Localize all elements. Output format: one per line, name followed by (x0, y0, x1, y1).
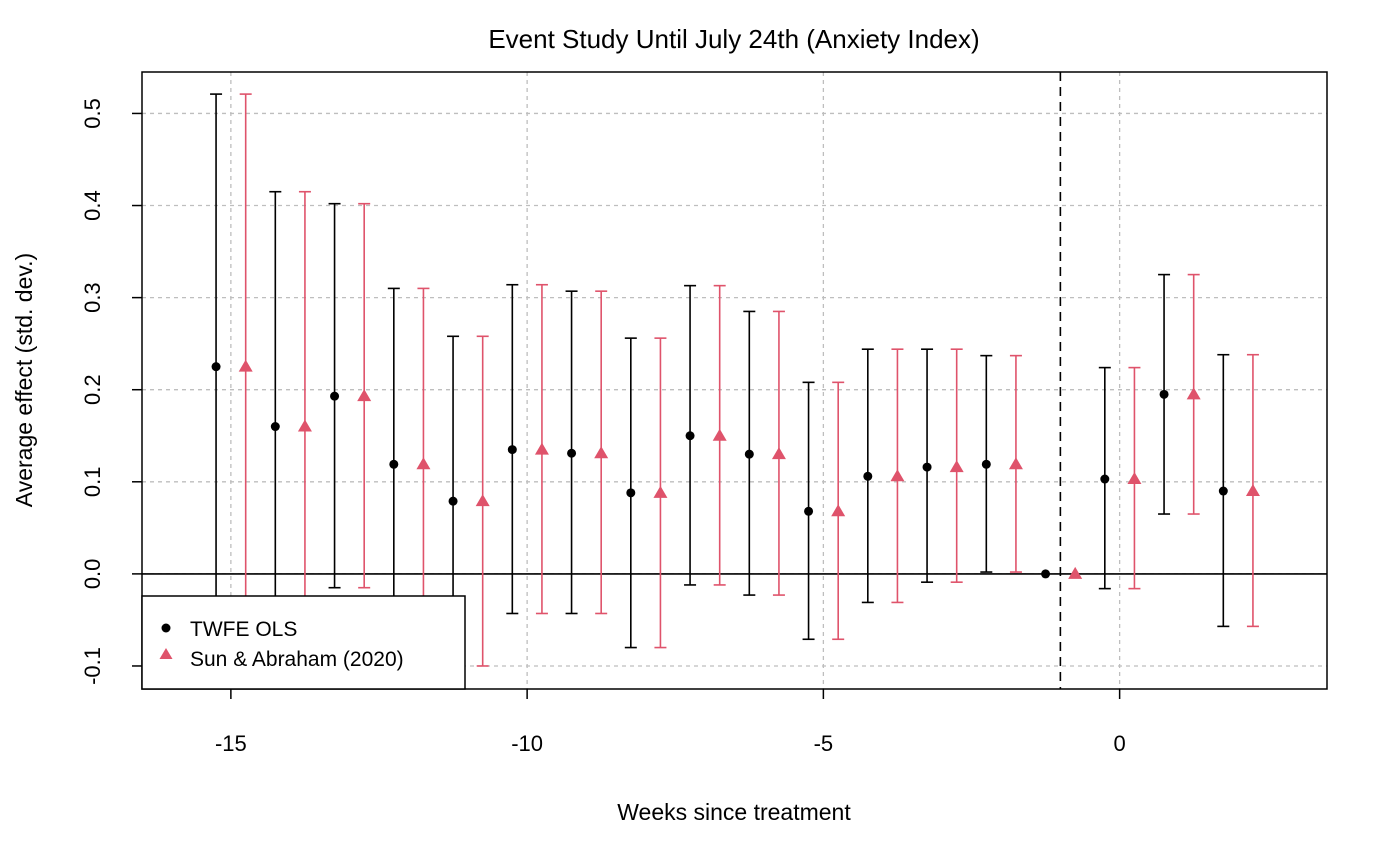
sun-abraham-point (1068, 566, 1083, 579)
sun-abraham-point (297, 419, 312, 432)
sun-abraham-point (238, 359, 253, 372)
twfe-point (270, 422, 280, 432)
y-tick-label: -0.1 (80, 647, 105, 685)
twfe-point (211, 362, 221, 372)
twfe-point (685, 431, 695, 441)
sun-abraham-point (712, 428, 727, 441)
plot-frame (141, 71, 1328, 690)
sun-abraham-point (653, 485, 668, 498)
twfe-point (1041, 569, 1051, 579)
x-axis-label: Weeks since treatment (617, 799, 851, 825)
legend-sun-abraham-marker (159, 648, 173, 659)
twfe-point (626, 488, 636, 498)
twfe-point (804, 506, 814, 516)
twfe-point (981, 459, 991, 469)
y-tick-label: 0.3 (80, 282, 105, 313)
sun-abraham-point (771, 447, 786, 460)
sun-abraham-point (831, 504, 846, 517)
legend-box (141, 595, 466, 690)
sun-abraham-point (416, 457, 431, 470)
twfe-point (1159, 389, 1169, 399)
legend-twfe-marker (161, 623, 171, 633)
y-tick-label: 0.2 (80, 374, 105, 405)
y-tick-label: 0.1 (80, 467, 105, 498)
twfe-point (863, 471, 873, 481)
x-tick-label: 0 (1114, 731, 1126, 756)
legend-sun-abraham-label: Sun & Abraham (2020) (190, 648, 404, 671)
y-axis-ticks: -0.1 0.0 0.1 0.2 0.3 0.4 0.5 (80, 98, 142, 685)
twfe-point (448, 496, 458, 506)
sun-abraham-point (475, 494, 490, 507)
twfe-point (744, 449, 754, 459)
twfe-point (1218, 486, 1228, 496)
sun-abraham-point (594, 446, 609, 459)
sun-abraham-point (1008, 457, 1023, 470)
y-tick-label: 0.4 (80, 190, 105, 221)
sun-abraham-point (890, 469, 905, 482)
sun-abraham-point (949, 460, 964, 473)
x-tick-label: -15 (215, 731, 247, 756)
twfe-point (922, 462, 932, 472)
y-tick-label: 0.5 (80, 98, 105, 129)
x-axis-ticks: -15 -10 -5 0 (215, 689, 1126, 756)
sun-abraham-point (357, 389, 372, 402)
sun-abraham-point (1186, 387, 1201, 400)
x-tick-label: -5 (814, 731, 834, 756)
twfe-point (567, 448, 577, 458)
sun-abraham-point (1127, 472, 1142, 485)
legend-twfe-label: TWFE OLS (190, 618, 297, 641)
y-tick-label: 0.0 (80, 559, 105, 590)
y-axis-label: Average effect (std. dev.) (11, 253, 37, 507)
sun-abraham-point (534, 442, 549, 455)
twfe-point (507, 445, 517, 455)
twfe-point (330, 391, 340, 401)
legend: TWFE OLS Sun & Abraham (2020) (141, 595, 466, 690)
sun-abraham-point (1245, 484, 1260, 497)
twfe-point (1100, 474, 1110, 484)
x-tick-label: -10 (511, 731, 543, 756)
chart-title: Event Study Until July 24th (Anxiety Ind… (488, 24, 979, 54)
reference-lines (142, 72, 1327, 689)
twfe-point (389, 459, 399, 469)
